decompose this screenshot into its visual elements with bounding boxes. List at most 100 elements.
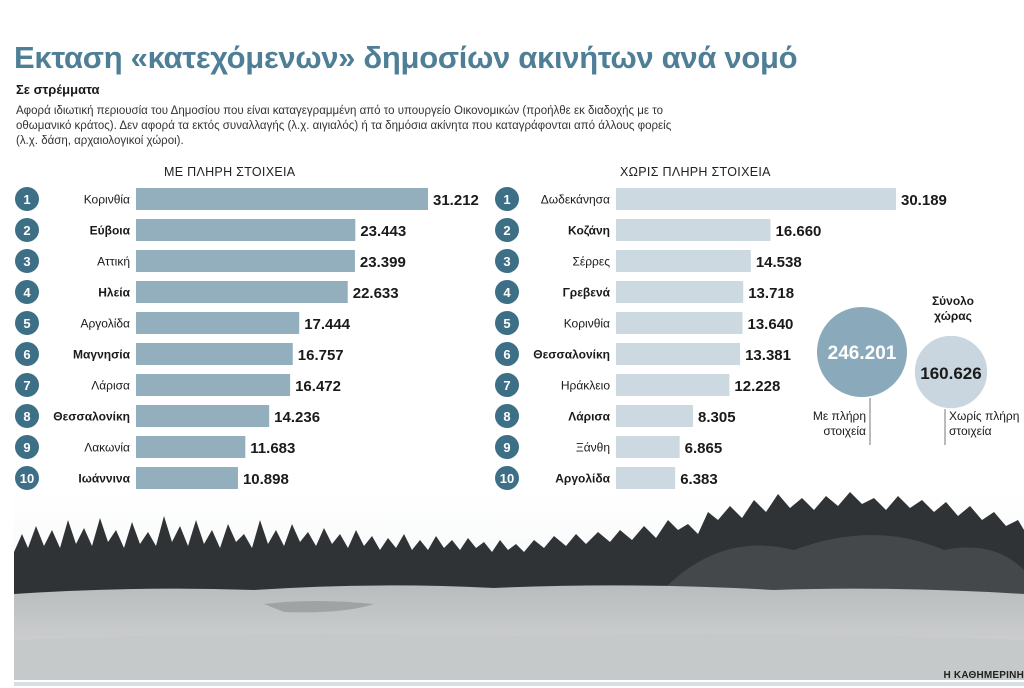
- rank-badge: [495, 404, 519, 428]
- rank-badge: [15, 342, 39, 366]
- total-bubble: [912, 333, 990, 411]
- value-label: 13.381: [745, 347, 791, 364]
- chart-full-data: ΜΕ ΠΛΗΡΗ ΣΤΟΙΧΕΙΑ 1 Κορινθία 31.212 2 Εύβοια…: [14, 165, 494, 495]
- rank-label: 8: [23, 409, 30, 424]
- foreground-lawn-shape: [14, 633, 1024, 680]
- totals-title: Σύνολο χώρας: [918, 294, 988, 324]
- rank-label: 7: [503, 378, 510, 393]
- pond-shape: [264, 601, 374, 613]
- value-label: 30.189: [901, 192, 947, 209]
- value-label: 6.865: [685, 440, 723, 457]
- rank-badge: [495, 466, 519, 490]
- landscape-illustration: [14, 490, 1024, 680]
- value-label: 11.683: [250, 440, 295, 457]
- page-title: Εκταση «κατεχόμενων» δημοσίων ακινήτων α…: [14, 40, 798, 75]
- value-label: 22.633: [353, 285, 399, 302]
- rank-badge: [495, 373, 519, 397]
- category-label: Αργολίδα: [555, 472, 610, 486]
- rank-badge: [495, 280, 519, 304]
- category-label: Αργολίδα: [80, 317, 130, 331]
- value-label: 16.660: [776, 223, 822, 240]
- category-label: Ξάνθη: [576, 441, 610, 455]
- rank-label: 7: [23, 378, 30, 393]
- bar: [136, 250, 355, 272]
- category-label: Κοζάνη: [568, 224, 610, 238]
- rank-badge: [495, 342, 519, 366]
- chart-full-data-title: ΜΕ ΠΛΗΡΗ ΣΤΟΙΧΕΙΑ: [164, 165, 296, 179]
- source-credit: Η ΚΑΘΗΜΕΡΙΝΗ: [943, 670, 1024, 681]
- category-label: Δωδεκάνησα: [541, 193, 610, 207]
- bar: [616, 436, 680, 458]
- totals-title-line-2: χώρας: [934, 309, 972, 323]
- rank-label: 1: [23, 192, 30, 207]
- rank-label: 5: [23, 316, 30, 331]
- category-label: Ηράκλειο: [561, 379, 610, 393]
- rank-badge: [495, 311, 519, 335]
- rank-badge: [495, 249, 519, 273]
- category-label: Κορινθία: [564, 317, 610, 331]
- category-label: Θεσσαλονίκη: [53, 410, 130, 424]
- rank-label: 3: [23, 254, 30, 269]
- value-label: 13.718: [748, 285, 794, 302]
- rank-badge: [15, 218, 39, 242]
- rank-label: 9: [503, 440, 510, 455]
- category-label: Λάρισα: [568, 410, 610, 424]
- category-label: Θεσσαλονίκη: [533, 348, 610, 362]
- category-label: Ιωάννινα: [78, 472, 130, 486]
- chart-partial-data: ΧΩΡΙΣ ΠΛΗΡΗ ΣΤΟΙΧΕΙΑ 1 Δωδεκάνησα 30.189 2 Κ…: [494, 165, 974, 495]
- bar: [616, 405, 694, 427]
- bar: [616, 281, 744, 303]
- value-label: 17.444: [304, 316, 351, 333]
- bubble-label: στοιχεία: [949, 424, 992, 438]
- bar: [136, 219, 356, 241]
- total-value-label: 246.201: [828, 343, 897, 364]
- description-text: Αφορά ιδιωτική περιουσία του Δημοσίου πο…: [16, 105, 672, 147]
- bubble-label: Χωρίς πλήρη: [949, 409, 1019, 423]
- value-label: 31.212: [433, 192, 479, 209]
- rank-label: 8: [503, 409, 510, 424]
- bubble-label: στοιχεία: [823, 424, 866, 438]
- bar: [616, 343, 741, 365]
- total-value-label: 160.626: [920, 364, 981, 383]
- bar: [616, 188, 896, 210]
- bar: [136, 436, 246, 458]
- bottom-rule: [14, 682, 1024, 686]
- rank-label: 3: [503, 254, 510, 269]
- value-label: 12.228: [734, 378, 780, 395]
- bar: [136, 188, 428, 210]
- category-label: Εύβοια: [90, 224, 131, 238]
- rank-label: 2: [503, 223, 510, 238]
- bar: [136, 312, 300, 334]
- value-label: 6.383: [680, 471, 718, 488]
- value-label: 23.399: [360, 254, 406, 271]
- chart-partial-data-svg: 1 Δωδεκάνησα 30.189 2 Κοζάνη 16.660 3 Σέρρες 14.…: [495, 187, 947, 490]
- value-label: 13.640: [748, 316, 794, 333]
- bubble-label: Με πλήρη: [813, 409, 866, 423]
- bar: [136, 405, 270, 427]
- rank-badge: [15, 466, 39, 490]
- rank-label: 4: [23, 285, 31, 300]
- unit-subtitle: Σε στρέμματα: [16, 82, 100, 97]
- category-label: Σέρρες: [572, 255, 610, 269]
- bar: [136, 374, 291, 396]
- rank-badge: [15, 404, 39, 428]
- bar: [616, 467, 676, 489]
- category-label: Ηλεία: [98, 286, 130, 300]
- rank-label: 6: [23, 347, 30, 362]
- rank-label: 6: [503, 347, 510, 362]
- value-label: 14.236: [274, 409, 320, 426]
- value-label: 14.538: [756, 254, 802, 271]
- rank-badge: [15, 435, 39, 459]
- value-label: 10.898: [243, 471, 289, 488]
- rank-badge: [15, 187, 39, 211]
- bar: [616, 219, 771, 241]
- rank-label: 4: [503, 285, 511, 300]
- category-label: Λακωνία: [84, 441, 130, 455]
- rank-label: 5: [503, 316, 510, 331]
- totals-title-line-1: Σύνολο: [931, 294, 975, 308]
- chart-full-data-svg: 1 Κορινθία 31.212 2 Εύβοια 23.443 3 Αττική 23.39…: [15, 187, 479, 490]
- rank-badge: [495, 218, 519, 242]
- rank-badge: [15, 249, 39, 273]
- category-label: Γρεβενά: [563, 286, 611, 300]
